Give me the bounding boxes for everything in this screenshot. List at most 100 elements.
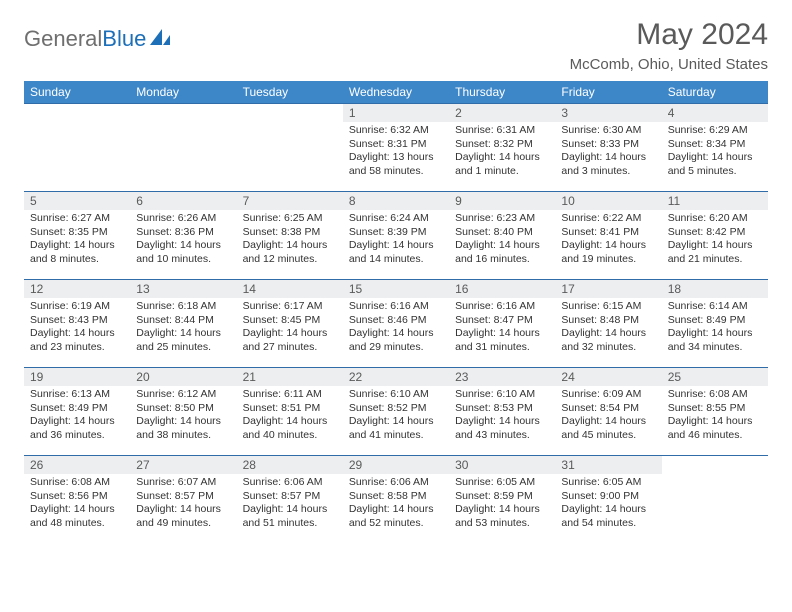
weekday-header: Wednesday [343,81,449,104]
brand-logo: GeneralBlue [24,18,172,52]
calendar-day-cell: 20Sunrise: 6:12 AMSunset: 8:50 PMDayligh… [130,368,236,456]
day-details: Sunrise: 6:25 AMSunset: 8:38 PMDaylight:… [237,210,343,271]
calendar-day-cell: 4Sunrise: 6:29 AMSunset: 8:34 PMDaylight… [662,104,768,192]
day-number: 4 [662,104,768,122]
calendar-day-cell: 27Sunrise: 6:07 AMSunset: 8:57 PMDayligh… [130,456,236,544]
day-number: 20 [130,368,236,386]
day-number: 15 [343,280,449,298]
calendar-day-cell: 14Sunrise: 6:17 AMSunset: 8:45 PMDayligh… [237,280,343,368]
day-details: Sunrise: 6:05 AMSunset: 8:59 PMDaylight:… [449,474,555,535]
day-number: 21 [237,368,343,386]
day-details: Sunrise: 6:30 AMSunset: 8:33 PMDaylight:… [555,122,661,183]
day-details: Sunrise: 6:06 AMSunset: 8:57 PMDaylight:… [237,474,343,535]
weekday-header-row: SundayMondayTuesdayWednesdayThursdayFrid… [24,81,768,104]
location-text: McComb, Ohio, United States [570,56,768,73]
weekday-header: Tuesday [237,81,343,104]
day-details: Sunrise: 6:13 AMSunset: 8:49 PMDaylight:… [24,386,130,447]
day-number: 5 [24,192,130,210]
day-number: 12 [24,280,130,298]
day-details: Sunrise: 6:27 AMSunset: 8:35 PMDaylight:… [24,210,130,271]
header: GeneralBlue May 2024 McComb, Ohio, Unite… [24,18,768,73]
day-number: 18 [662,280,768,298]
day-number: 6 [130,192,236,210]
calendar-week-row: 19Sunrise: 6:13 AMSunset: 8:49 PMDayligh… [24,368,768,456]
day-details: Sunrise: 6:15 AMSunset: 8:48 PMDaylight:… [555,298,661,359]
calendar-day-cell [237,104,343,192]
weekday-header: Monday [130,81,236,104]
calendar-day-cell: 17Sunrise: 6:15 AMSunset: 8:48 PMDayligh… [555,280,661,368]
calendar-day-cell [130,104,236,192]
calendar-day-cell: 29Sunrise: 6:06 AMSunset: 8:58 PMDayligh… [343,456,449,544]
calendar-day-cell: 3Sunrise: 6:30 AMSunset: 8:33 PMDaylight… [555,104,661,192]
calendar-day-cell: 28Sunrise: 6:06 AMSunset: 8:57 PMDayligh… [237,456,343,544]
calendar-day-cell: 12Sunrise: 6:19 AMSunset: 8:43 PMDayligh… [24,280,130,368]
day-number: 16 [449,280,555,298]
calendar-day-cell: 26Sunrise: 6:08 AMSunset: 8:56 PMDayligh… [24,456,130,544]
calendar-day-cell: 2Sunrise: 6:31 AMSunset: 8:32 PMDaylight… [449,104,555,192]
calendar-week-row: 26Sunrise: 6:08 AMSunset: 8:56 PMDayligh… [24,456,768,544]
calendar-day-cell: 19Sunrise: 6:13 AMSunset: 8:49 PMDayligh… [24,368,130,456]
calendar-day-cell: 1Sunrise: 6:32 AMSunset: 8:31 PMDaylight… [343,104,449,192]
day-details: Sunrise: 6:08 AMSunset: 8:56 PMDaylight:… [24,474,130,535]
day-details: Sunrise: 6:07 AMSunset: 8:57 PMDaylight:… [130,474,236,535]
day-details: Sunrise: 6:09 AMSunset: 8:54 PMDaylight:… [555,386,661,447]
weekday-header: Friday [555,81,661,104]
calendar-day-cell: 25Sunrise: 6:08 AMSunset: 8:55 PMDayligh… [662,368,768,456]
day-details: Sunrise: 6:20 AMSunset: 8:42 PMDaylight:… [662,210,768,271]
day-number: 27 [130,456,236,474]
day-details: Sunrise: 6:16 AMSunset: 8:47 PMDaylight:… [449,298,555,359]
day-number: 9 [449,192,555,210]
day-number: 28 [237,456,343,474]
day-details: Sunrise: 6:05 AMSunset: 9:00 PMDaylight:… [555,474,661,535]
day-number: 2 [449,104,555,122]
brand-general: General [24,26,102,51]
flag-icon [150,29,172,50]
day-number: 26 [24,456,130,474]
day-number: 29 [343,456,449,474]
month-title: May 2024 [570,18,768,52]
day-details: Sunrise: 6:12 AMSunset: 8:50 PMDaylight:… [130,386,236,447]
calendar-day-cell: 11Sunrise: 6:20 AMSunset: 8:42 PMDayligh… [662,192,768,280]
day-number: 8 [343,192,449,210]
day-details: Sunrise: 6:19 AMSunset: 8:43 PMDaylight:… [24,298,130,359]
day-number: 30 [449,456,555,474]
day-details: Sunrise: 6:14 AMSunset: 8:49 PMDaylight:… [662,298,768,359]
day-details: Sunrise: 6:11 AMSunset: 8:51 PMDaylight:… [237,386,343,447]
calendar-day-cell: 31Sunrise: 6:05 AMSunset: 9:00 PMDayligh… [555,456,661,544]
day-number: 10 [555,192,661,210]
day-details: Sunrise: 6:31 AMSunset: 8:32 PMDaylight:… [449,122,555,183]
day-number: 22 [343,368,449,386]
day-details: Sunrise: 6:10 AMSunset: 8:53 PMDaylight:… [449,386,555,447]
calendar-day-cell: 21Sunrise: 6:11 AMSunset: 8:51 PMDayligh… [237,368,343,456]
calendar-day-cell: 10Sunrise: 6:22 AMSunset: 8:41 PMDayligh… [555,192,661,280]
day-details: Sunrise: 6:22 AMSunset: 8:41 PMDaylight:… [555,210,661,271]
brand-text: GeneralBlue [24,26,146,52]
calendar-day-cell: 6Sunrise: 6:26 AMSunset: 8:36 PMDaylight… [130,192,236,280]
calendar-body: 1Sunrise: 6:32 AMSunset: 8:31 PMDaylight… [24,104,768,544]
calendar-day-cell [24,104,130,192]
day-number: 19 [24,368,130,386]
weekday-header: Thursday [449,81,555,104]
calendar-day-cell: 5Sunrise: 6:27 AMSunset: 8:35 PMDaylight… [24,192,130,280]
calendar-week-row: 12Sunrise: 6:19 AMSunset: 8:43 PMDayligh… [24,280,768,368]
day-details: Sunrise: 6:29 AMSunset: 8:34 PMDaylight:… [662,122,768,183]
calendar-day-cell: 13Sunrise: 6:18 AMSunset: 8:44 PMDayligh… [130,280,236,368]
day-number: 14 [237,280,343,298]
day-number: 17 [555,280,661,298]
weekday-header: Saturday [662,81,768,104]
calendar-day-cell: 23Sunrise: 6:10 AMSunset: 8:53 PMDayligh… [449,368,555,456]
calendar-day-cell: 18Sunrise: 6:14 AMSunset: 8:49 PMDayligh… [662,280,768,368]
day-details: Sunrise: 6:18 AMSunset: 8:44 PMDaylight:… [130,298,236,359]
day-number: 23 [449,368,555,386]
calendar-day-cell: 9Sunrise: 6:23 AMSunset: 8:40 PMDaylight… [449,192,555,280]
calendar-table: SundayMondayTuesdayWednesdayThursdayFrid… [24,81,768,544]
day-details: Sunrise: 6:08 AMSunset: 8:55 PMDaylight:… [662,386,768,447]
calendar-day-cell: 22Sunrise: 6:10 AMSunset: 8:52 PMDayligh… [343,368,449,456]
title-block: May 2024 McComb, Ohio, United States [570,18,768,73]
calendar-day-cell: 15Sunrise: 6:16 AMSunset: 8:46 PMDayligh… [343,280,449,368]
day-details: Sunrise: 6:26 AMSunset: 8:36 PMDaylight:… [130,210,236,271]
day-number: 13 [130,280,236,298]
calendar-week-row: 5Sunrise: 6:27 AMSunset: 8:35 PMDaylight… [24,192,768,280]
calendar-day-cell: 30Sunrise: 6:05 AMSunset: 8:59 PMDayligh… [449,456,555,544]
calendar-week-row: 1Sunrise: 6:32 AMSunset: 8:31 PMDaylight… [24,104,768,192]
